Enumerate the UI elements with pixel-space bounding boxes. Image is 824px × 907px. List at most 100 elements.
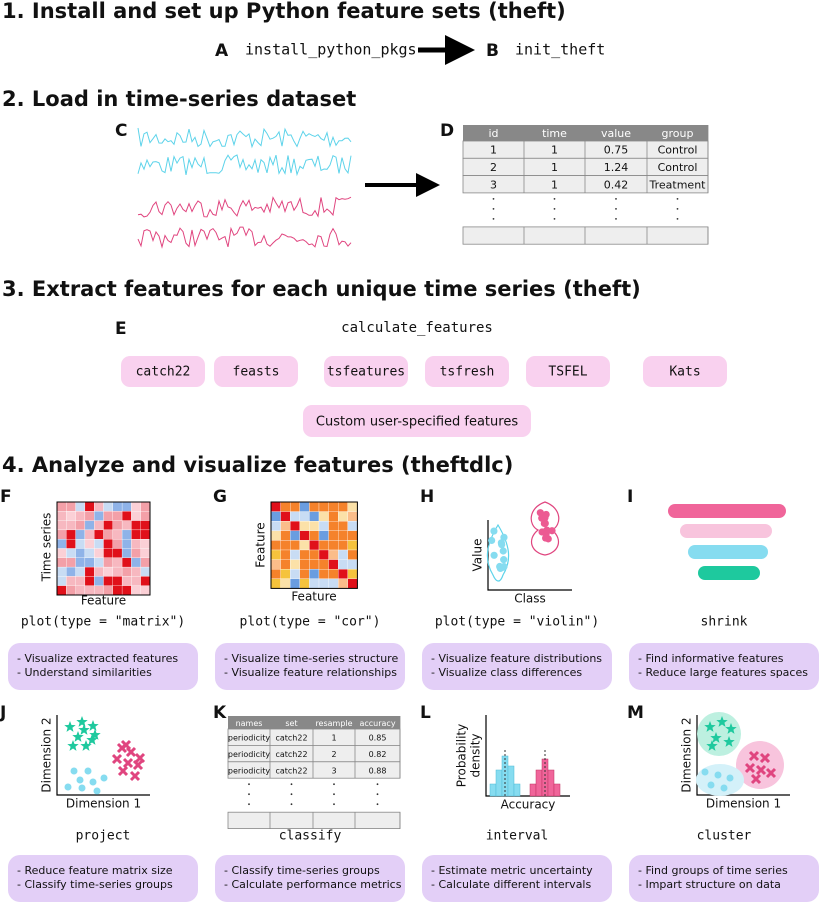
point (70, 767, 78, 775)
bullet: - Visualize class differences (431, 666, 582, 679)
ellipsis-dot (333, 783, 335, 786)
heatmap-cell (270, 511, 281, 522)
ellipsis-dot (553, 218, 556, 220)
ellipsis-dot (553, 198, 556, 200)
point (548, 527, 556, 535)
x-axis-label: Feature (81, 594, 126, 608)
heatmap-cell (112, 576, 123, 586)
heatmap-cell (94, 511, 104, 521)
data-table-cell: Control (658, 144, 698, 157)
point (76, 776, 84, 784)
code: plot(type = "matrix") (21, 615, 185, 630)
heatmap-cell (84, 548, 95, 558)
point-cross (132, 759, 144, 771)
point-cross (759, 752, 771, 764)
cluster-hull (697, 712, 741, 756)
results-table-header: resample (315, 719, 352, 728)
heatmap-cell (290, 559, 300, 570)
heatmap-cell (84, 539, 95, 549)
panel-letter: L (420, 703, 431, 723)
heatmap-cell (103, 501, 113, 512)
letter: A (215, 41, 229, 61)
heatmap-cell (299, 559, 310, 570)
results-table-header-bg (228, 716, 400, 729)
heatmap-cell (318, 540, 329, 551)
feature-set-pill (214, 356, 298, 387)
heatmap-cell (56, 501, 67, 512)
hist-bar (535, 769, 543, 797)
ellipsis-dot (615, 218, 617, 220)
point (488, 536, 496, 545)
heatmap-cell (309, 521, 320, 531)
results-table-cell: 0.88 (369, 767, 387, 776)
heatmap-cell (280, 511, 291, 522)
heatmap-cell (121, 548, 132, 558)
heatmap-cell (280, 540, 291, 551)
heatmap-cell (270, 521, 281, 531)
heatmap-cell (94, 566, 104, 577)
feature-set: tsfeatures (327, 365, 405, 380)
heatmap-cell (299, 511, 310, 522)
point-star (706, 740, 718, 751)
feature-set: catch22 (136, 365, 191, 380)
data-table-cell: Treatment (649, 178, 707, 191)
heatmap-cell (131, 511, 141, 521)
heatmap-cell (299, 569, 310, 579)
bullet: - Visualize feature distributions (431, 652, 602, 665)
heatmap-cell (131, 501, 141, 512)
heatmap-cell (121, 576, 132, 586)
heatmap-cell (84, 511, 95, 521)
data-table-header: group (662, 127, 694, 140)
heatmap-cell (328, 521, 339, 531)
heatmap-cell (121, 520, 132, 531)
heatmap-cell (140, 511, 151, 521)
violin (486, 523, 510, 582)
heatmap-cell (131, 539, 141, 549)
y-axis-label: Feature (254, 522, 268, 567)
heatmap-cell (309, 578, 320, 589)
heatmap-cell (140, 529, 151, 540)
point-cross (744, 762, 756, 774)
point (541, 519, 549, 527)
code: install_python_pkgs (245, 41, 417, 59)
heatmap-cell (347, 569, 358, 579)
bullet: - Find groups of time series (638, 864, 788, 877)
bullet: - Impart structure on data (638, 878, 781, 891)
heatmap-cell (84, 557, 95, 568)
heatmap-cell (75, 539, 86, 549)
heatmap-cell (66, 585, 76, 596)
heatmap-cell (94, 557, 104, 568)
heatmap-cell (290, 569, 300, 579)
heatmap-cell (280, 549, 291, 560)
heatmap-cell (112, 501, 123, 512)
heatmap-cell (280, 569, 291, 579)
hist-bar (547, 769, 555, 797)
heatmap-cell (75, 576, 86, 586)
heatmap-cell (112, 520, 123, 531)
heatmap-cell (66, 511, 76, 521)
heatmap-cell (131, 576, 141, 586)
heatmap-cell (140, 520, 151, 531)
results-table-header: set (285, 719, 297, 728)
point-star (87, 720, 99, 731)
heatmap-cell (270, 578, 281, 589)
heatmap-cell (75, 529, 86, 540)
data-table-cell: 1 (551, 161, 558, 174)
data-table-cell: 1 (551, 144, 558, 157)
point-cross (117, 765, 129, 777)
results-table-cell: 2 (331, 750, 336, 759)
point (93, 787, 101, 795)
heatmap-cell (75, 566, 86, 577)
results-table-cell: catch22 (275, 767, 307, 776)
heatmap-cell (121, 557, 132, 568)
heatmap-cell (328, 540, 339, 551)
heatmap-cell (270, 540, 281, 551)
data-table-cell: 2 (490, 161, 497, 174)
heatmap-cell (56, 566, 67, 577)
axes (487, 520, 572, 591)
bar (688, 545, 768, 559)
heatmap-cell (84, 566, 95, 577)
point (490, 527, 498, 535)
time-series-line (137, 127, 352, 149)
